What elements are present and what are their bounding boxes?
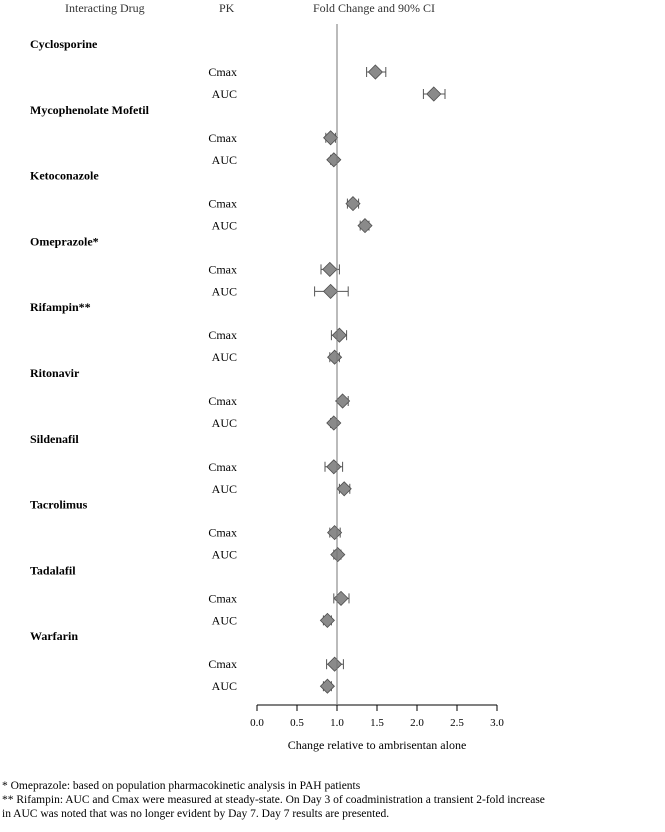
- point-estimate-marker: [327, 525, 343, 541]
- pk-label: Cmax: [208, 460, 237, 474]
- point-estimate-marker: [331, 327, 347, 343]
- x-tick-label: 3.0: [490, 717, 504, 729]
- pk-label: Cmax: [208, 591, 237, 605]
- drug-group: Mycophenolate Mofetil Cmax AUC: [30, 103, 342, 168]
- x-tick-label: 2.5: [450, 717, 464, 729]
- pk-label: AUC: [212, 679, 237, 693]
- pk-label: AUC: [212, 284, 237, 298]
- point-estimate-marker: [330, 547, 346, 563]
- point-estimate-marker: [322, 261, 338, 277]
- pk-label: Cmax: [208, 65, 237, 79]
- pk-label: Cmax: [208, 526, 237, 540]
- pk-label: AUC: [212, 482, 237, 496]
- footnote-rifampin-1: ** Rifampin: AUC and Cmax were measured …: [2, 794, 545, 806]
- pk-label: AUC: [212, 350, 237, 364]
- point-estimate-marker: [345, 196, 361, 212]
- drug-label: Tadalafil: [30, 563, 76, 577]
- x-tick-label: 0.0: [250, 717, 264, 729]
- header-interacting-drug: Interacting Drug: [65, 1, 145, 15]
- drug-group: Ketoconazole Cmax AUC: [30, 169, 373, 234]
- drug-label: Ritonavir: [30, 366, 80, 380]
- x-axis-label: Change relative to ambrisentan alone: [288, 738, 467, 752]
- pk-label: Cmax: [208, 394, 237, 408]
- point-estimate-marker: [357, 218, 373, 234]
- pk-label: Cmax: [208, 262, 237, 276]
- point-estimate-marker: [326, 152, 342, 168]
- point-estimate-marker: [323, 283, 339, 299]
- pk-label: AUC: [212, 548, 237, 562]
- point-estimate-marker: [326, 415, 342, 431]
- point-estimate-marker: [367, 64, 383, 80]
- point-estimate-marker: [319, 678, 335, 694]
- pk-label: Cmax: [208, 328, 237, 342]
- footnote-omeprazole: * Omeprazole: based on population pharma…: [2, 780, 361, 792]
- drug-label: Tacrolimus: [30, 498, 88, 512]
- footnote-rifampin-2: in AUC was noted that was no longer evid…: [2, 808, 390, 820]
- pk-label: AUC: [212, 416, 237, 430]
- drug-label: Ketoconazole: [30, 169, 99, 183]
- pk-label: AUC: [212, 219, 237, 233]
- drug-group: Rifampin** Cmax AUC: [30, 300, 348, 365]
- drug-group: Tacrolimus Cmax AUC: [30, 498, 346, 563]
- x-tick-label: 0.5: [290, 717, 304, 729]
- pk-label: AUC: [212, 153, 237, 167]
- drug-label: Mycophenolate Mofetil: [30, 103, 150, 117]
- drug-group: Omeprazole* Cmax AUC: [30, 234, 349, 299]
- drug-group: Tadalafil Cmax AUC: [30, 563, 350, 628]
- point-estimate-marker: [319, 612, 335, 628]
- drug-label: Warfarin: [30, 629, 78, 643]
- pk-label: Cmax: [208, 197, 237, 211]
- pk-label: Cmax: [208, 657, 237, 671]
- pk-label: AUC: [212, 613, 237, 627]
- point-estimate-marker: [426, 86, 442, 102]
- forest-plot: Interacting Drug PK Fold Change and 90% …: [30, 1, 504, 752]
- header-pk: PK: [219, 1, 235, 15]
- drug-group: Cyclosporine Cmax AUC: [30, 37, 446, 102]
- drug-label: Rifampin**: [30, 300, 91, 314]
- x-tick-label: 1.5: [370, 717, 384, 729]
- point-estimate-marker: [327, 349, 343, 365]
- pk-label: Cmax: [208, 131, 237, 145]
- point-estimate-marker: [336, 481, 352, 497]
- drug-label: Cyclosporine: [30, 37, 98, 51]
- drug-group: Sildenafil Cmax AUC: [30, 432, 352, 497]
- footnotes: * Omeprazole: based on population pharma…: [2, 779, 662, 821]
- point-estimate-marker: [327, 656, 343, 672]
- point-estimate-marker: [323, 130, 339, 146]
- x-tick-label: 1.0: [330, 717, 344, 729]
- drug-label: Sildenafil: [30, 432, 79, 446]
- pk-label: AUC: [212, 87, 237, 101]
- point-estimate-marker: [335, 393, 351, 409]
- drug-group: Warfarin Cmax AUC: [30, 629, 344, 694]
- drug-label: Omeprazole*: [30, 234, 99, 248]
- header-fold-change: Fold Change and 90% CI: [313, 1, 435, 15]
- point-estimate-marker: [326, 459, 342, 475]
- x-axis: 0.0 0.5 1.0 1.5 2.0 2.5 3.0: [250, 704, 504, 729]
- drug-group: Ritonavir Cmax AUC: [30, 366, 351, 431]
- x-tick-label: 2.0: [410, 717, 424, 729]
- point-estimate-marker: [333, 590, 349, 606]
